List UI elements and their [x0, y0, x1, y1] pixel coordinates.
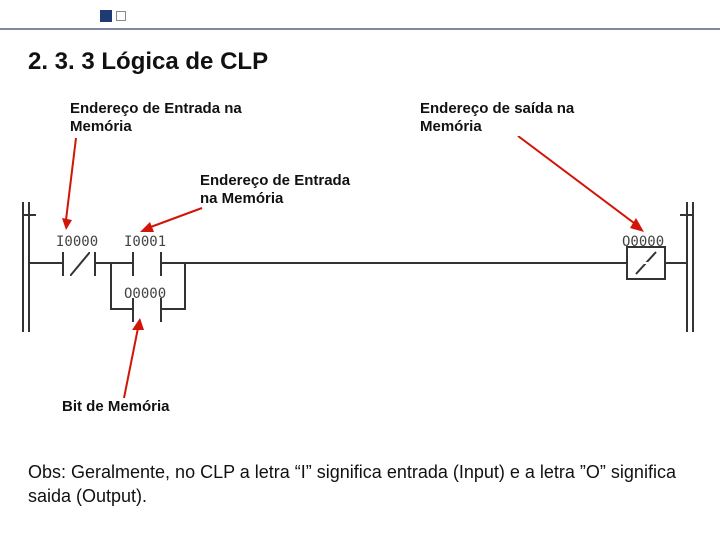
- rung-main: [30, 262, 686, 264]
- rail-left-end: [22, 202, 24, 332]
- slide: 2. 3. 3 Lógica de CLP Endereço de Entrad…: [0, 0, 720, 540]
- label-memory-bit: Bit de Memória: [62, 398, 170, 416]
- arrow-to-coil-icon: [510, 136, 650, 236]
- ladder-diagram: I0000 I0001 O0000 O0000: [28, 232, 688, 352]
- decor-top-line: [0, 28, 720, 30]
- contact-nc-icon: [62, 232, 96, 292]
- branch-contact-no-icon: [132, 278, 162, 338]
- rail-right-end: [692, 202, 694, 332]
- rail-tick-left: [22, 214, 36, 216]
- branch-right: [184, 264, 186, 310]
- obs-text: Obs: Geralmente, no CLP a letra “I” sign…: [28, 460, 692, 509]
- label-input-2: Endereço de Entrada na Memória: [200, 172, 400, 208]
- rail-right: [686, 202, 688, 332]
- rail-left: [28, 202, 30, 332]
- label-input-1: Endereço de Entrada na Memória: [70, 100, 290, 136]
- arrow-to-contact-1-icon: [62, 138, 92, 230]
- label-output: Endereço de saída na Memória: [420, 100, 640, 136]
- decor-square-filled: [100, 10, 112, 22]
- decor-square-outline: [116, 11, 126, 21]
- coil-output-icon: [626, 246, 666, 280]
- page-title: 2. 3. 3 Lógica de CLP: [28, 48, 268, 76]
- branch-left: [110, 264, 112, 310]
- rail-tick-right: [680, 214, 694, 216]
